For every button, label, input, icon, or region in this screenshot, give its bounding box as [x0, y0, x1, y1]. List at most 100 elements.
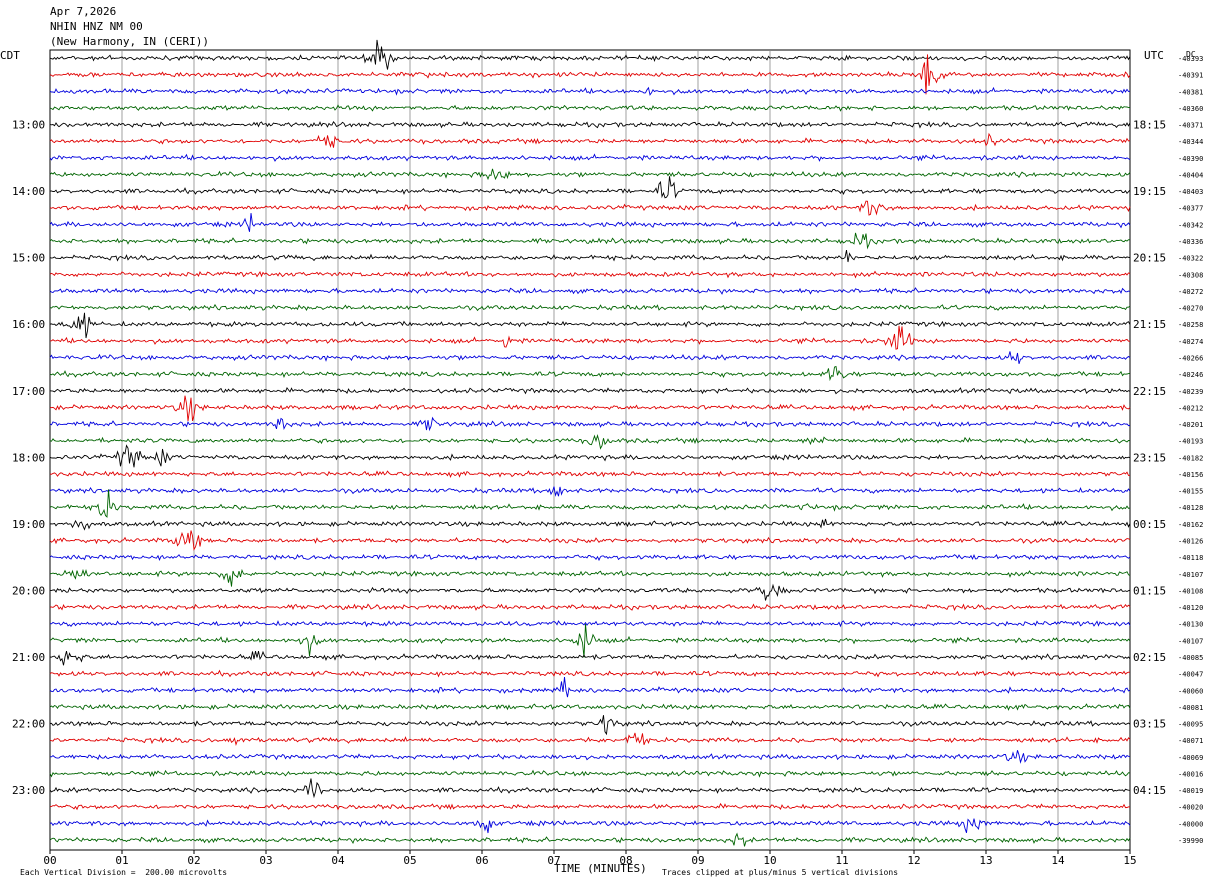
x-tick-label: 02 [187, 854, 200, 867]
trace-line [49, 39, 1131, 70]
trace-line [49, 104, 1130, 112]
dc-offset-label: -40239 [1178, 388, 1203, 396]
clipping-note: Traces clipped at plus/minus 5 vertical … [662, 868, 899, 877]
dc-offset-label: -40272 [1178, 288, 1203, 296]
right-hour-label: 23:15 [1133, 451, 1166, 464]
trace-line [50, 750, 1131, 764]
trace-line [49, 769, 1131, 778]
trace-line [49, 732, 1131, 747]
dc-offset-label: -40107 [1178, 571, 1203, 579]
dc-offset-label: -40019 [1178, 787, 1203, 795]
right-hour-label: 21:15 [1133, 318, 1166, 331]
trace-line [49, 153, 1131, 162]
dc-offset-label: -40212 [1178, 404, 1203, 412]
trace-line [49, 303, 1131, 312]
trace-line [49, 312, 1131, 339]
trace-line [49, 620, 1131, 628]
trace-line [49, 386, 1131, 395]
right-hour-label: 03:15 [1133, 718, 1166, 731]
dc-offset-label: -40081 [1178, 704, 1203, 712]
left-hour-label: 20:00 [12, 584, 45, 597]
dc-offset-label: -40344 [1178, 138, 1203, 146]
right-hour-label: 02:15 [1133, 651, 1166, 664]
trace-line [49, 176, 1131, 199]
left-hour-label: 14:00 [12, 185, 45, 198]
trace-line [49, 703, 1131, 711]
left-hour-label: 13:00 [12, 119, 45, 132]
dc-offset-label: -40047 [1178, 671, 1203, 679]
right-hour-label: 20:15 [1133, 252, 1166, 265]
x-tick-label: 01 [115, 854, 128, 867]
dc-offset-label: -40403 [1178, 188, 1203, 196]
trace-line [49, 120, 1131, 129]
x-tick-label: 06 [475, 854, 488, 867]
trace-line [49, 530, 1131, 551]
dc-offset-label: -40020 [1178, 804, 1203, 812]
trace-line [49, 270, 1131, 279]
trace-line [49, 213, 1131, 232]
x-tick-label: 03 [259, 854, 272, 867]
x-tick-label: 08 [619, 854, 632, 867]
trace-line [49, 603, 1131, 612]
trace-line [49, 433, 1131, 450]
x-tick-label: 00 [43, 854, 56, 867]
dc-offset-label: -40128 [1178, 504, 1203, 512]
trace-line [49, 86, 1131, 96]
dc-offset-label: -39990 [1178, 837, 1203, 845]
x-tick-label: 13 [979, 854, 992, 867]
trace-line [49, 470, 1131, 478]
right-hour-label: 18:15 [1133, 119, 1166, 132]
dc-offset-label: -40016 [1178, 770, 1203, 778]
trace-line [49, 818, 1131, 834]
dc-offset-label: -40390 [1178, 155, 1203, 163]
trace-line [49, 650, 1131, 666]
right-hour-label: 01:15 [1133, 584, 1166, 597]
trace-line [49, 351, 1131, 364]
left-hour-label: 19:00 [12, 518, 45, 531]
dc-offset-label: -40071 [1178, 737, 1203, 745]
dc-offset-label: -40246 [1178, 371, 1203, 379]
trace-line [49, 583, 1131, 601]
right-hour-label: 19:15 [1133, 185, 1166, 198]
dc-offset-label: -40182 [1178, 454, 1203, 462]
plot-frame [49, 49, 1131, 851]
dc-offset-label: -40162 [1178, 521, 1203, 529]
dc-offset-label: -40266 [1178, 354, 1203, 362]
dc-offset-label: -40108 [1178, 587, 1203, 595]
dc-offset-label: -40274 [1178, 338, 1203, 346]
dc-offset-label: -40270 [1178, 305, 1203, 313]
x-tick-label: 12 [907, 854, 920, 867]
dc-offset-label: -40371 [1178, 122, 1203, 130]
dc-offset-label: -40342 [1178, 221, 1203, 229]
left-hour-label: 15:00 [12, 252, 45, 265]
dc-offset-label: -40107 [1178, 637, 1203, 645]
x-tick-label: 15 [1123, 854, 1136, 867]
x-tick-label: 07 [547, 854, 560, 867]
trace-line [49, 778, 1131, 799]
dc-offset-label: -40126 [1178, 538, 1203, 546]
dc-offset-label: -40095 [1178, 721, 1203, 729]
trace-line [49, 168, 1131, 181]
dc-offset-label: -40258 [1178, 321, 1203, 329]
trace-line [49, 568, 1131, 587]
trace-line [49, 677, 1131, 698]
left-hour-label: 18:00 [12, 451, 45, 464]
trace-line [49, 444, 1131, 468]
dc-offset-label: -40118 [1178, 554, 1203, 562]
x-tick-label: 05 [403, 854, 416, 867]
station-location: (New Harmony, IN (CERI)) [50, 35, 209, 48]
x-axis-title: TIME (MINUTES) [554, 862, 647, 875]
trace-line [49, 802, 1131, 811]
trace-line [49, 715, 1131, 736]
station-code: NHIN HNZ NM 00 [50, 20, 143, 33]
x-tick-label: 04 [331, 854, 345, 867]
dc-offset-label: -40360 [1178, 105, 1203, 113]
dc-offset-label: -40060 [1178, 687, 1203, 695]
trace-line [49, 832, 1131, 847]
right-hour-label: 04:15 [1133, 784, 1166, 797]
vertical-division-note: Each Vertical Division = 200.00 microvol… [20, 868, 228, 877]
utc-time-label: UTC [1144, 49, 1164, 62]
dc-offset-label: -40377 [1178, 205, 1203, 213]
x-tick-label: 11 [835, 854, 848, 867]
